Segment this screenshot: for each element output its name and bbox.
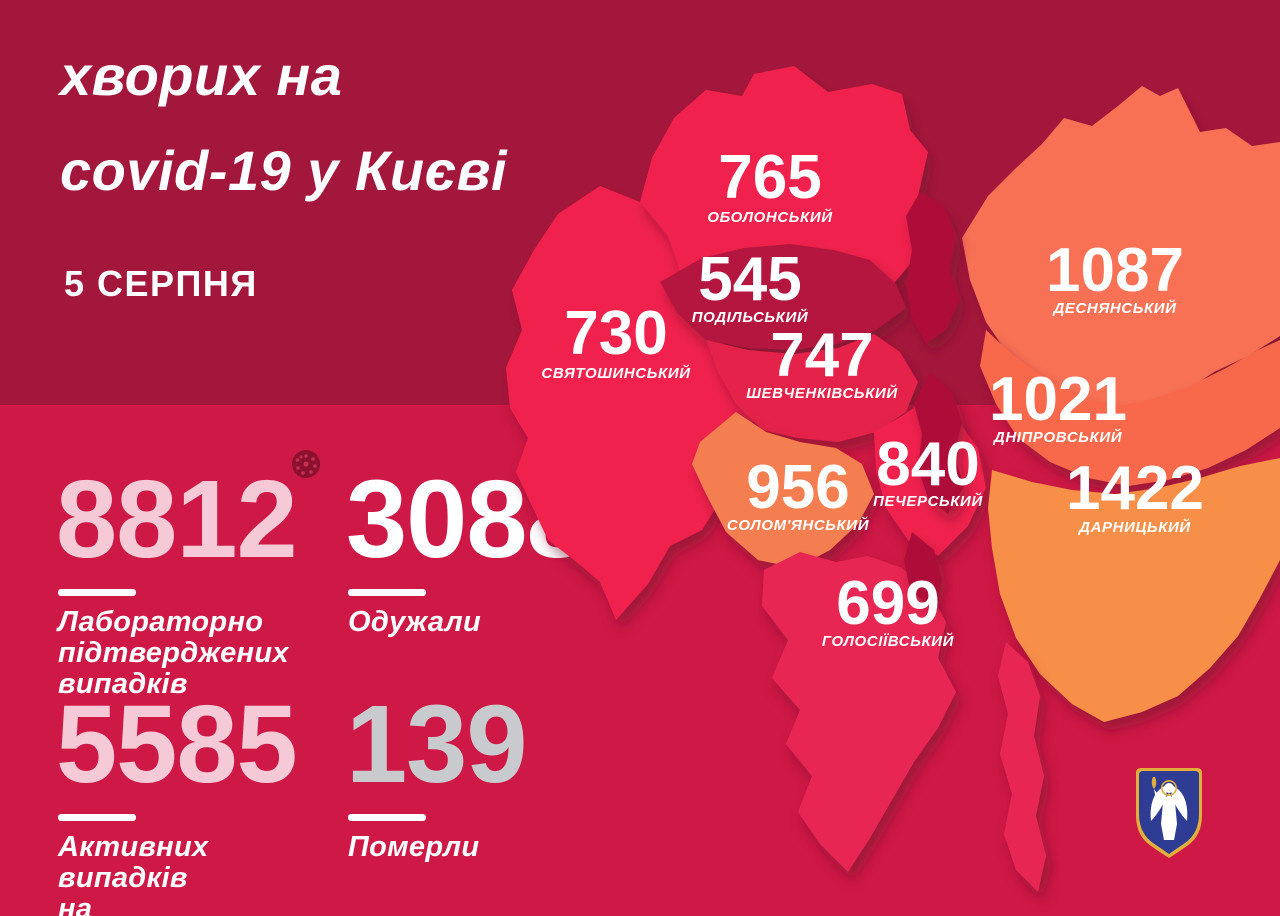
district-dniprovskyi-label: ДНІПРОВСЬКИЙ: [992, 428, 1123, 446]
district-darnytskyi-shape: [988, 458, 1280, 722]
district-desnianskyi-label: ДЕСНЯНСЬКИЙ: [1051, 299, 1177, 317]
district-desnianskyi-value: 1087: [1046, 236, 1184, 305]
district-desnianskyi-shape: [962, 86, 1280, 412]
district-obolonskyi-label: ОБОЛОНСЬКИЙ: [707, 208, 833, 226]
district-labels: 765 ОБОЛОНСЬКИЙ 545 ПОДІЛЬСЬКИЙ 730 СВЯТ…: [541, 143, 1204, 650]
district-sviatoshynskyi-shape: [506, 186, 754, 620]
river-bank-strip: [998, 642, 1046, 892]
stat-confirmed-value: 8812: [56, 458, 298, 581]
stat-recovered-label: Одужали: [348, 606, 482, 638]
stat-confirmed-label: Лабораторно підтверджених випадків: [58, 606, 289, 701]
district-shevchenkivskyi-shape: [706, 334, 918, 442]
stat-underline: [348, 814, 426, 821]
district-darnytskyi-label: ДАРНИЦЬКИЙ: [1077, 518, 1191, 536]
district-holosiivskyi-value: 699: [836, 569, 939, 638]
coronavirus-icon: [292, 450, 320, 478]
stat-underline: [58, 589, 136, 596]
district-holosiivskyi-shape: [762, 552, 956, 872]
dnipro-river-islands: [904, 192, 964, 606]
district-shevchenkivskyi-label: ШЕВЧЕНКІВСЬКИЙ: [746, 384, 898, 402]
stat-active-label: Активних випадків на сьогодні: [58, 831, 209, 916]
district-dniprovskyi-value: 1021: [989, 365, 1127, 434]
district-podilskyi-value: 545: [698, 245, 801, 314]
stat-active-value: 5585: [56, 683, 298, 806]
stat-underline: [58, 814, 136, 821]
report-date: 5 СЕРПНЯ: [64, 263, 258, 304]
district-dniprovskyi-shape: [980, 330, 1280, 486]
page-title-line1: хворих на: [60, 44, 343, 107]
stat-underline: [348, 589, 426, 596]
district-pecherskyi-label: ПЕЧЕРСЬКИЙ: [873, 492, 983, 510]
district-podilskyi-label: ПОДІЛЬСЬКИЙ: [692, 308, 809, 326]
stat-deaths-value: 139: [346, 683, 528, 806]
district-holosiivskyi-label: ГОЛОСІЇВСЬКИЙ: [822, 632, 955, 650]
kyiv-coat-of-arms: [1136, 768, 1202, 858]
district-sviatoshynskyi-label: СВЯТОШИНСЬКИЙ: [541, 364, 691, 382]
district-solomianskyi-shape: [692, 412, 874, 568]
district-podilskyi-shape: [660, 244, 906, 350]
district-shevchenkivskyi-value: 747: [770, 321, 873, 390]
district-solomianskyi-label: СОЛОМ'ЯНСЬКИЙ: [727, 516, 870, 534]
stat-deaths-label: Померли: [348, 831, 480, 863]
district-sviatoshynskyi-value: 730: [564, 299, 667, 368]
district-pecherskyi-value: 840: [876, 430, 979, 499]
district-obolonskyi-value: 765: [718, 143, 821, 212]
district-darnytskyi-value: 1422: [1066, 454, 1204, 523]
archangel-michael-figure: [1150, 777, 1188, 840]
district-solomianskyi-value: 956: [746, 453, 849, 522]
page-title-line2: covid-19 у Києві: [60, 139, 508, 202]
